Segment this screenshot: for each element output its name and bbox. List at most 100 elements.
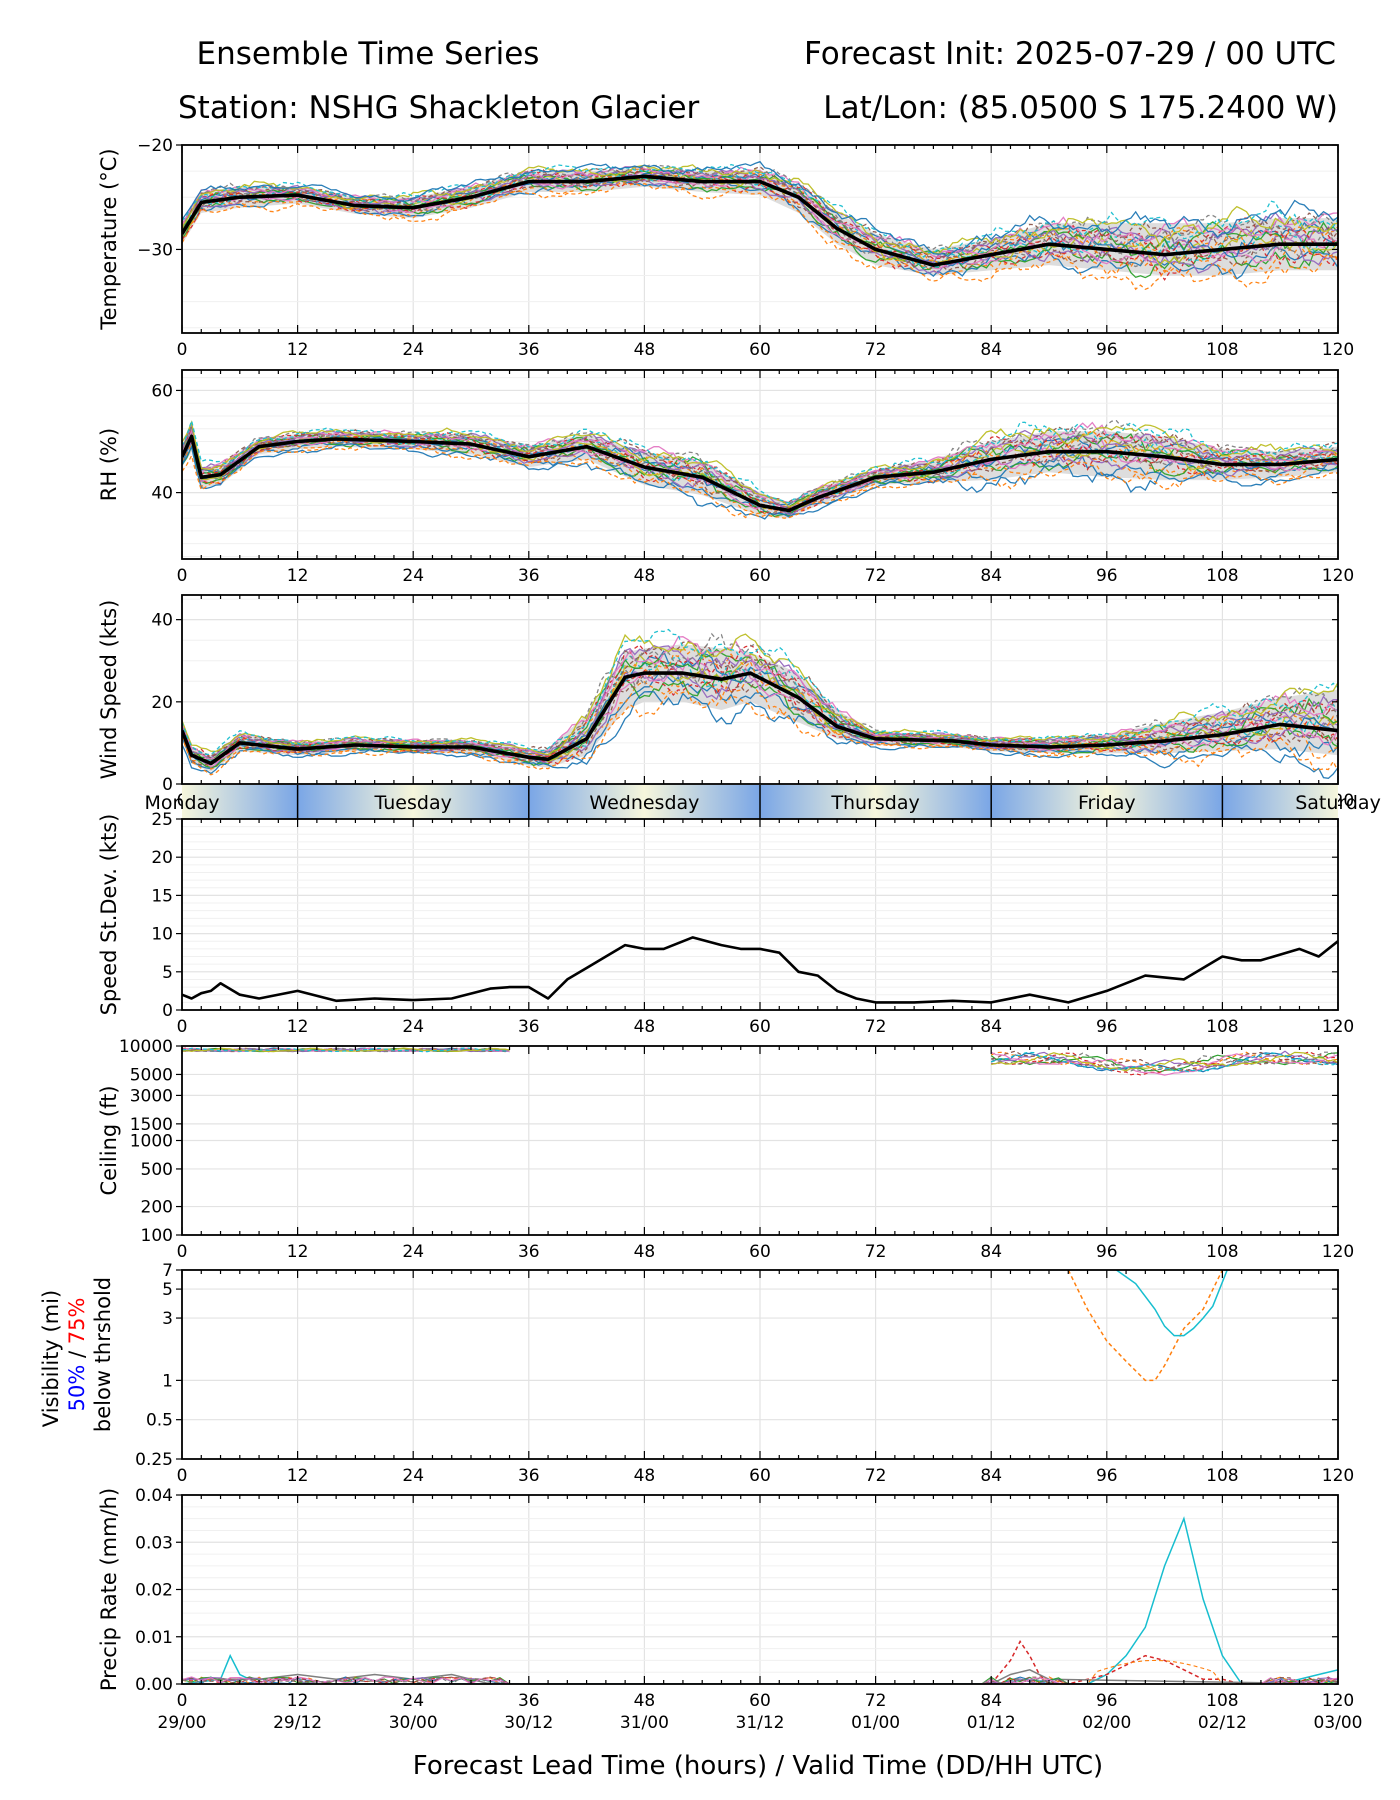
member-line xyxy=(182,671,1338,770)
plot-area-wind_speed xyxy=(182,628,1338,779)
valid-time-label: 02/00 xyxy=(1082,1713,1131,1733)
title-right: Forecast Init: 2025-07-29 / 00 UTC xyxy=(804,36,1336,72)
x-tick-label: 0 xyxy=(177,1691,188,1711)
member-line xyxy=(182,168,1338,265)
vis-50-label: 50% xyxy=(65,1365,89,1412)
y-tick-label: 100 xyxy=(141,1226,173,1246)
x-tick-label: 36 xyxy=(518,1242,540,1262)
x-tick-label: 72 xyxy=(865,1466,887,1486)
panel-ceiling: 0 12 24 36 48 60 72 84 96 108 120 100 200 500 10001500… xyxy=(97,1037,1354,1262)
y-tick-label: 0.01 xyxy=(135,1628,173,1648)
valid-time-label: 29/12 xyxy=(273,1713,322,1733)
spread-band xyxy=(182,168,1338,276)
x-tick-label: 48 xyxy=(634,1691,656,1711)
vis-75-label: 75% xyxy=(65,1298,89,1345)
x-tick-label: 108 xyxy=(1206,1242,1238,1262)
x-tick-label: 12 xyxy=(287,1242,309,1262)
member-line xyxy=(991,1050,1338,1071)
x-tick-label: 36 xyxy=(518,566,540,586)
x-tick-label: 72 xyxy=(865,1691,887,1711)
ensemble-mean-line xyxy=(182,671,1338,766)
x-tick-label: 72 xyxy=(865,1017,887,1037)
x-tick-label: 48 xyxy=(634,340,656,360)
member-line xyxy=(990,1051,1338,1073)
y-axis-label: Precip Rate (mm/h) xyxy=(97,1488,121,1691)
x-tick-label: 0 xyxy=(177,1242,188,1262)
y-tick-label: 0.00 xyxy=(135,1675,173,1695)
member-line xyxy=(182,172,1338,268)
valid-time-label: 30/12 xyxy=(504,1713,553,1733)
member-line xyxy=(182,636,1338,760)
y-tick-label: −30 xyxy=(137,240,173,260)
y-axis-label: Speed St.Dev. (kts) xyxy=(97,814,121,1016)
x-tick-label: 12 xyxy=(287,1466,309,1486)
x-tick-label: 120 xyxy=(1322,1691,1354,1711)
member-line xyxy=(182,1047,510,1053)
y-tick-label: 40 xyxy=(151,611,173,631)
valid-time-label: 31/12 xyxy=(736,1713,785,1733)
day-label: Saturday xyxy=(1295,792,1381,814)
precip-line xyxy=(182,1669,1338,1684)
x-tick-label: 96 xyxy=(1096,1466,1118,1486)
day-label: Tuesday xyxy=(374,792,452,814)
x-tick-label: 72 xyxy=(865,1242,887,1262)
y-tick-label: 0.5 xyxy=(146,1411,173,1431)
x-tick-label: 60 xyxy=(749,1242,771,1262)
x-tick-label: 0 xyxy=(177,566,188,586)
member-line xyxy=(182,420,1338,508)
day-cell xyxy=(182,785,298,819)
panels: 0 12 24 36 48 60 72 84 96 108 120−20−30Temperature… xyxy=(39,136,1381,1733)
plot-area-temperature xyxy=(182,160,1338,291)
x-tick-label: 72 xyxy=(865,566,887,586)
x-tick-label: 24 xyxy=(402,1242,424,1262)
member-line xyxy=(182,1047,510,1053)
x-tick-label: 60 xyxy=(749,566,771,586)
y-tick-label: 60 xyxy=(151,381,173,401)
member-line xyxy=(182,644,1338,758)
x-tick-label: 96 xyxy=(1096,1242,1118,1262)
y-tick-label: 40 xyxy=(151,484,173,504)
x-tick-label: 108 xyxy=(1206,340,1238,360)
valid-time-label: 01/12 xyxy=(967,1713,1016,1733)
plot-area-ceiling xyxy=(182,1047,1338,1076)
ensemble-mean-line xyxy=(182,434,1338,513)
x-tick-label: 96 xyxy=(1096,566,1118,586)
y-tick-label: 3 xyxy=(162,1309,173,1329)
member-line xyxy=(182,420,1338,505)
day-label: Monday xyxy=(144,792,219,814)
panel-wind_speed: 0122436486072849610812002040Wind Speed (… xyxy=(97,594,1354,811)
x-tick-label: 36 xyxy=(518,1017,540,1037)
x-axis-title: Forecast Lead Time (hours) / Valid Time … xyxy=(413,1751,1103,1781)
x-tick-label: 120 xyxy=(1322,1017,1354,1037)
x-tick-label: 120 xyxy=(1322,340,1354,360)
vis-sep: / xyxy=(65,1344,89,1364)
y-tick-label: 25 xyxy=(151,810,173,830)
x-tick-label: 24 xyxy=(402,1466,424,1486)
y-axis-label: Visibility (mi) xyxy=(39,1290,63,1427)
member-line xyxy=(990,1051,1338,1072)
x-tick-label: 48 xyxy=(634,566,656,586)
y-tick-label: 0.25 xyxy=(135,1450,173,1470)
y-tick-label: 20 xyxy=(151,693,173,713)
y-tick-label: 7 xyxy=(162,1261,173,1281)
x-tick-label: 12 xyxy=(287,340,309,360)
x-tick-label: 48 xyxy=(634,1242,656,1262)
latlon-label: Lat/Lon: (85.0500 S 175.2400 W) xyxy=(823,90,1338,126)
y-tick-label: −20 xyxy=(137,136,173,156)
y-tick-label: 500 xyxy=(141,1160,173,1180)
member-line xyxy=(182,633,1338,756)
y-tick-label: 0.03 xyxy=(135,1533,173,1553)
title-left: Ensemble Time Series xyxy=(197,36,540,72)
day-cell xyxy=(760,785,992,819)
panel-precip: 0 12 24 36 48 60 72 84 96 108 120 0.00 0.01 0.02 0.03 0… xyxy=(97,1486,1363,1733)
member-line xyxy=(182,182,1338,291)
x-tick-label: 0 xyxy=(177,340,188,360)
y-tick-label: 5000 xyxy=(130,1065,173,1085)
member-line xyxy=(182,644,1338,759)
x-tick-label: 48 xyxy=(634,1466,656,1486)
y-tick-label: 1500 xyxy=(130,1115,173,1135)
spread-band xyxy=(182,644,1338,772)
x-tick-label: 12 xyxy=(287,1017,309,1037)
visibility-below-label: below thrshold xyxy=(91,1277,115,1432)
